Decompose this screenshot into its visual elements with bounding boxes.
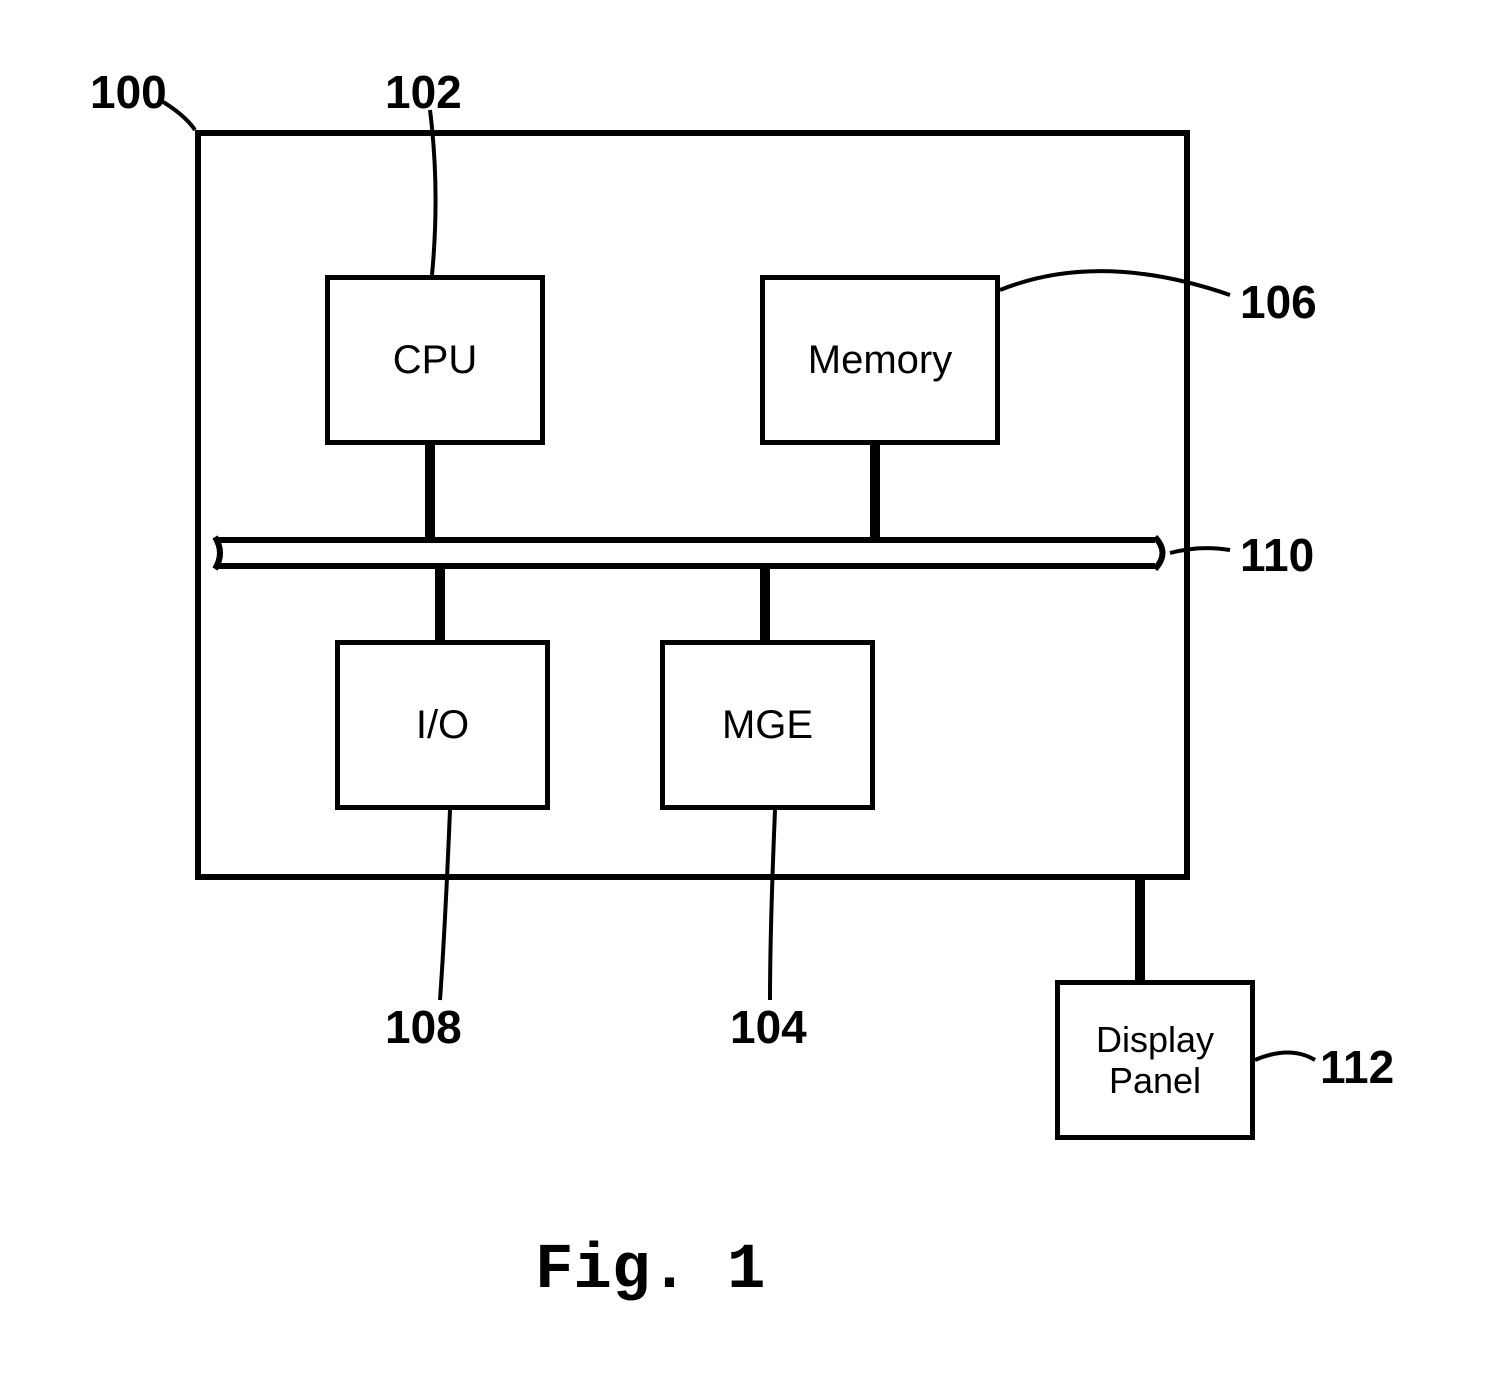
ref-104: 104 [730,1000,807,1054]
ref-108: 108 [385,1000,462,1054]
block-diagram: CPU Memory I/O MGE Display Panel 100 102… [0,0,1488,1384]
ref-112: 112 [1320,1040,1394,1094]
ref-110: 110 [1240,528,1314,582]
ref-102: 102 [385,65,462,119]
figure-caption: Fig. 1 [535,1235,765,1307]
leaders [0,0,1488,1384]
ref-106: 106 [1240,275,1317,329]
ref-100: 100 [90,65,167,119]
